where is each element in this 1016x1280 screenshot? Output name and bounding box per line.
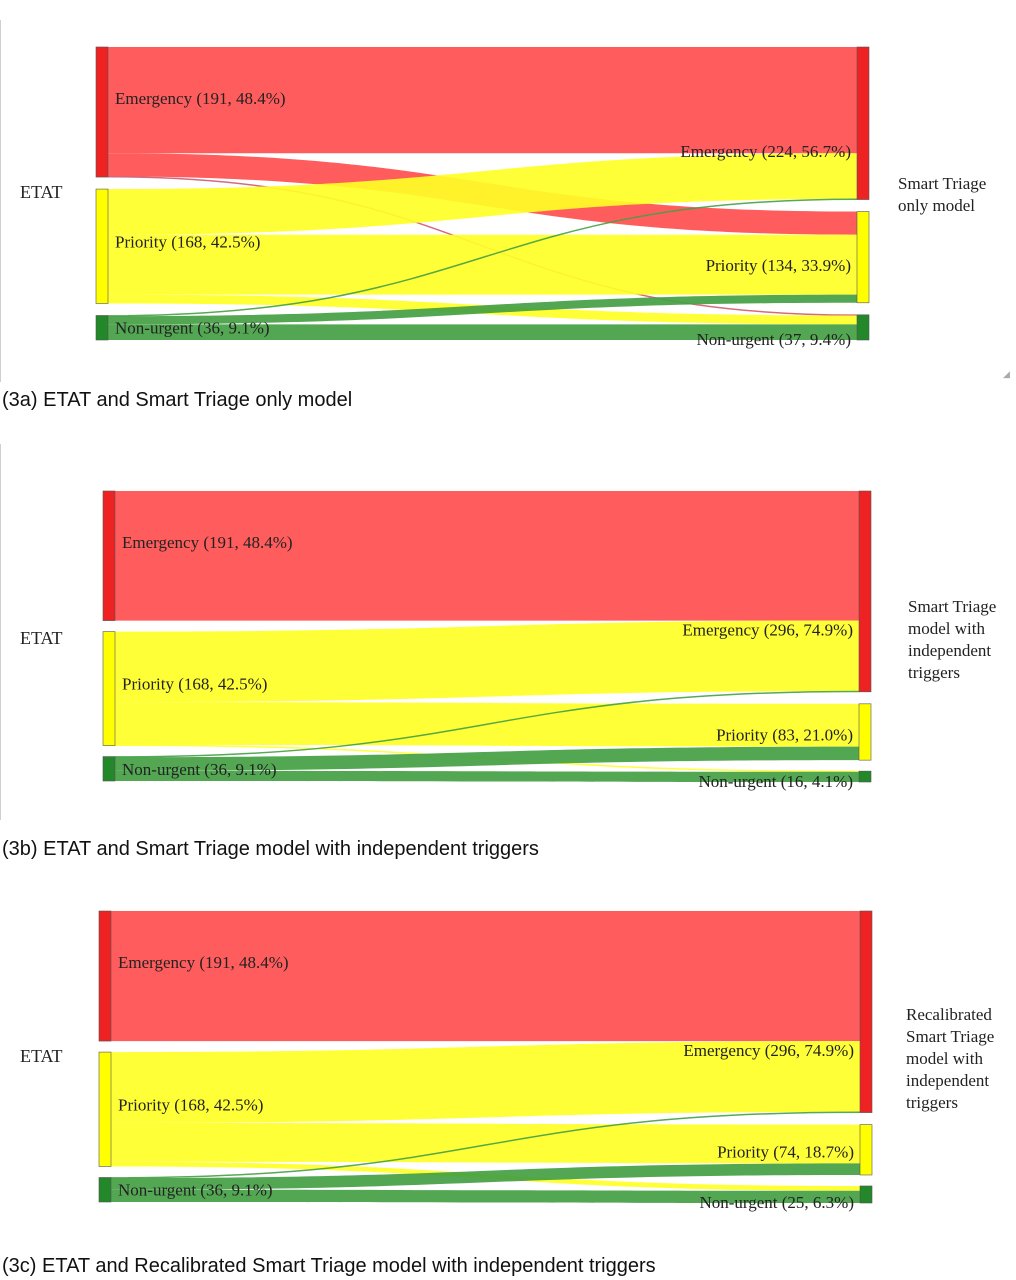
sankey-link-non_urgent-to-non_urgent <box>108 324 857 340</box>
target-node-non_urgent <box>859 1185 873 1204</box>
sankey-link-priority-to-priority <box>111 1122 860 1164</box>
sankey-link-priority-to-emergency <box>115 620 859 703</box>
sankey-link-non_urgent-to-priority <box>108 294 857 325</box>
sankey-link-priority-to-emergency <box>111 1041 860 1123</box>
target-node-emergency <box>859 910 873 1113</box>
target-label-non_urgent: Non-urgent (25, 6.3%) <box>699 1193 854 1212</box>
source-node-priority <box>102 631 116 746</box>
target-label-priority: Priority (134, 33.9%) <box>706 256 851 275</box>
source-axis-label: ETAT <box>20 182 63 202</box>
target-label-non_urgent: Non-urgent (16, 4.1%) <box>698 772 853 791</box>
target-label-line: independent <box>906 1071 990 1090</box>
source-node-emergency <box>102 490 116 621</box>
sankey-links <box>114 491 860 782</box>
source-axis-label: ETAT <box>20 1046 63 1066</box>
target-label-line: Recalibrated <box>906 1005 992 1024</box>
target-label-priority: Priority (74, 18.7%) <box>717 1142 854 1161</box>
target-label-line: Smart Triage <box>908 597 997 616</box>
source-node-priority <box>95 188 109 304</box>
panel-border <box>0 20 1 382</box>
sankey-panel-3a: Emergency (191, 48.4%) Priority (168, 42.… <box>0 20 1016 392</box>
source-node-priority <box>98 1051 112 1167</box>
target-label-line: Smart Triage <box>906 1027 995 1046</box>
sankey-labels: Emergency (191, 48.4%) Priority (168, 42.… <box>115 89 851 349</box>
target-axis-label: Smart Triage model with independent trig… <box>908 596 1016 684</box>
sankey-links <box>107 47 858 340</box>
target-node-priority <box>859 1124 873 1176</box>
resize-grip-icon: ◢ <box>1003 370 1010 380</box>
source-node-emergency <box>98 910 112 1042</box>
sankey-links <box>110 911 861 1203</box>
source-node-non_urgent <box>98 1177 112 1203</box>
source-node-emergency <box>95 46 109 178</box>
target-node-non_urgent <box>856 314 870 341</box>
sankey-labels: Emergency (191, 48.4%) Priority (168, 42.… <box>118 953 854 1212</box>
sankey-link-emergency-to-emergency <box>111 911 860 1042</box>
target-label-emergency: Emergency (224, 56.7%) <box>680 142 851 161</box>
target-label-emergency: Emergency (296, 74.9%) <box>682 621 853 640</box>
figure-caption-3b: (3b) ETAT and Smart Triage model with in… <box>2 838 539 860</box>
target-axis-label: Smart Triage only model <box>898 173 1008 217</box>
source-label-non_urgent: Non-urgent (36, 9.1%) <box>118 1181 273 1200</box>
sankey-nodes <box>95 46 870 341</box>
target-label-line: model with <box>908 619 985 638</box>
target-node-non_urgent <box>858 770 872 783</box>
source-label-emergency: Emergency (191, 48.4%) <box>118 953 289 972</box>
sankey-panel-3b: Emergency (191, 48.4%) Priority (168, 42.… <box>0 444 1016 832</box>
target-axis-label: Recalibrated Smart Triage model with ind… <box>906 1004 1016 1114</box>
source-label-emergency: Emergency (191, 48.4%) <box>115 89 286 108</box>
source-label-priority: Priority (168, 42.5%) <box>122 675 267 694</box>
sankey-link-non_urgent-to-priority <box>115 746 859 771</box>
target-node-priority <box>856 211 870 304</box>
source-label-priority: Priority (168, 42.5%) <box>118 1095 263 1114</box>
panel-border <box>0 444 1 820</box>
sankey-labels: Emergency (191, 48.4%) Priority (168, 42.… <box>122 533 853 791</box>
sankey-link-non_urgent-to-emergency <box>110 1111 861 1179</box>
target-label-line: only model <box>898 196 975 215</box>
sankey-chart-3b: Emergency (191, 48.4%) Priority (168, 42.… <box>102 490 872 791</box>
target-node-emergency <box>858 490 872 693</box>
sankey-link-emergency-to-emergency <box>115 491 859 621</box>
target-label-line: triggers <box>908 663 960 682</box>
sankey-link-non_urgent-to-non_urgent <box>115 770 859 782</box>
sankey-link-priority-to-emergency <box>108 153 857 235</box>
source-label-non_urgent: Non-urgent (36, 9.1%) <box>122 760 277 779</box>
sankey-nodes <box>102 490 872 783</box>
target-label-line: Smart Triage <box>898 174 987 193</box>
target-node-priority <box>858 703 872 761</box>
target-label-line: model with <box>906 1049 983 1068</box>
sankey-link-non_urgent-to-non_urgent <box>111 1189 860 1203</box>
target-label-non_urgent: Non-urgent (37, 9.4%) <box>696 330 851 349</box>
sankey-chart-3c: Emergency (191, 48.4%) Priority (168, 42.… <box>98 910 873 1212</box>
figure-caption-3c: (3c) ETAT and Recalibrated Smart Triage … <box>2 1255 656 1277</box>
sankey-panel-3c: Emergency (191, 48.4%) Priority (168, 42.… <box>0 880 1016 1252</box>
target-node-emergency <box>856 46 870 200</box>
source-label-non_urgent: Non-urgent (36, 9.1%) <box>115 319 270 338</box>
source-node-non_urgent <box>95 315 109 341</box>
target-label-line: triggers <box>906 1093 958 1112</box>
source-label-priority: Priority (168, 42.5%) <box>115 232 260 251</box>
sankey-link-emergency-to-emergency <box>108 47 857 154</box>
figure-caption-3a: (3a) ETAT and Smart Triage only model <box>2 389 353 411</box>
source-node-non_urgent <box>102 756 116 782</box>
sankey-link-non_urgent-to-emergency <box>114 690 860 758</box>
target-label-emergency: Emergency (296, 74.9%) <box>683 1041 854 1060</box>
sankey-nodes <box>98 910 873 1204</box>
source-label-emergency: Emergency (191, 48.4%) <box>122 533 293 552</box>
sankey-link-non_urgent-to-emergency <box>107 198 858 317</box>
target-label-line: independent <box>908 641 992 660</box>
target-label-priority: Priority (83, 21.0%) <box>716 725 853 744</box>
source-axis-label: ETAT <box>20 628 63 648</box>
sankey-link-priority-to-priority <box>108 234 857 295</box>
sankey-chart-3a: Emergency (191, 48.4%) Priority (168, 42.… <box>95 46 870 349</box>
sankey-link-non_urgent-to-priority <box>111 1163 860 1190</box>
